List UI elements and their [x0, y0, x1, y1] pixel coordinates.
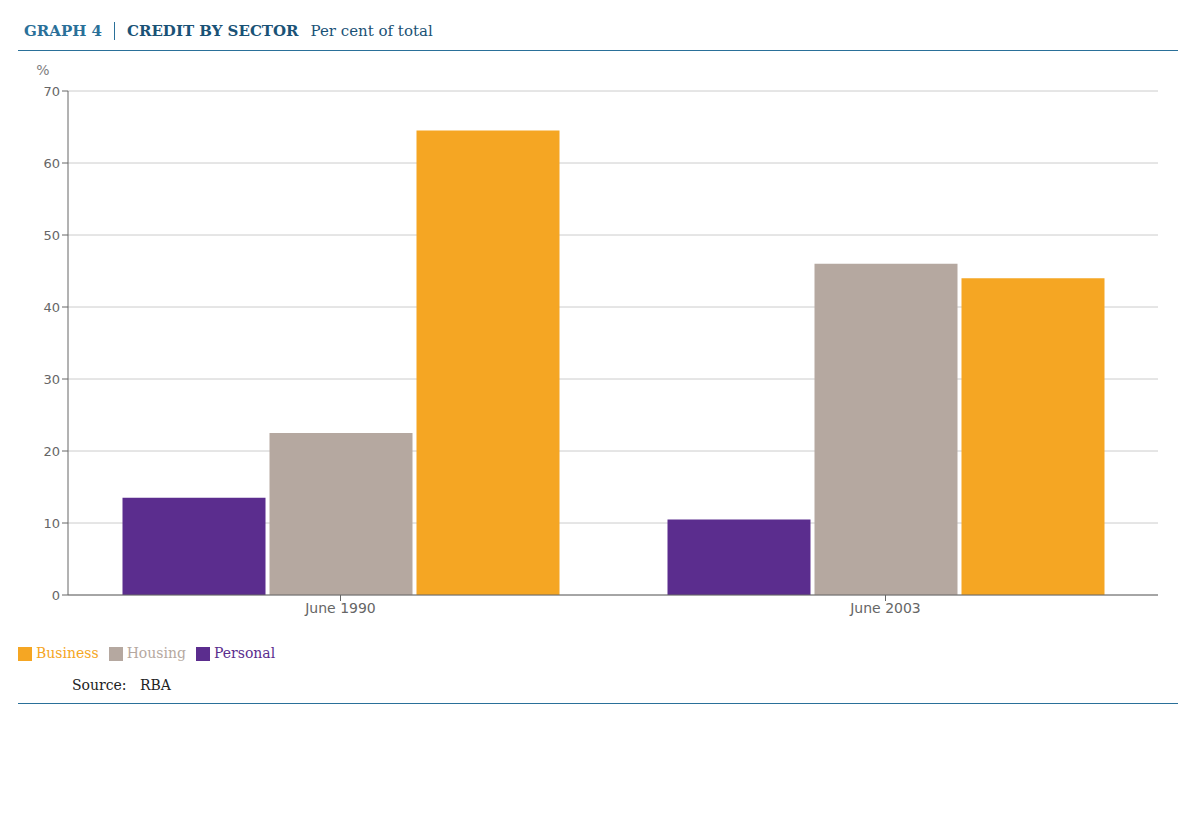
- svg-text:40: 40: [43, 300, 60, 315]
- svg-text:70: 70: [43, 84, 60, 99]
- html-text:CREDIT BY SECTOR: CREDIT BY SECTOR: [127, 22, 299, 40]
- html-text:Personal: Personal: [213, 645, 276, 661]
- html-text:Per cent of total: Per cent of total: [310, 22, 433, 40]
- html-text:Source: RBA: Source: RBA: [72, 677, 171, 693]
- svg-text:June 1990: June 1990: [304, 600, 376, 616]
- svg-text:%: %: [36, 62, 49, 78]
- html-text:Business: Business: [36, 645, 99, 661]
- html-text:GRAPH 4: GRAPH 4: [24, 22, 102, 40]
- svg-text:10: 10: [43, 516, 60, 531]
- svg-text:0: 0: [52, 588, 60, 603]
- svg-text:60: 60: [43, 156, 60, 171]
- svg-text:20: 20: [43, 444, 60, 459]
- svg-text:50: 50: [43, 228, 60, 243]
- svg-text:30: 30: [43, 372, 60, 387]
- svg-text:June 2003: June 2003: [849, 600, 921, 616]
- html-text:Housing: Housing: [126, 645, 186, 661]
